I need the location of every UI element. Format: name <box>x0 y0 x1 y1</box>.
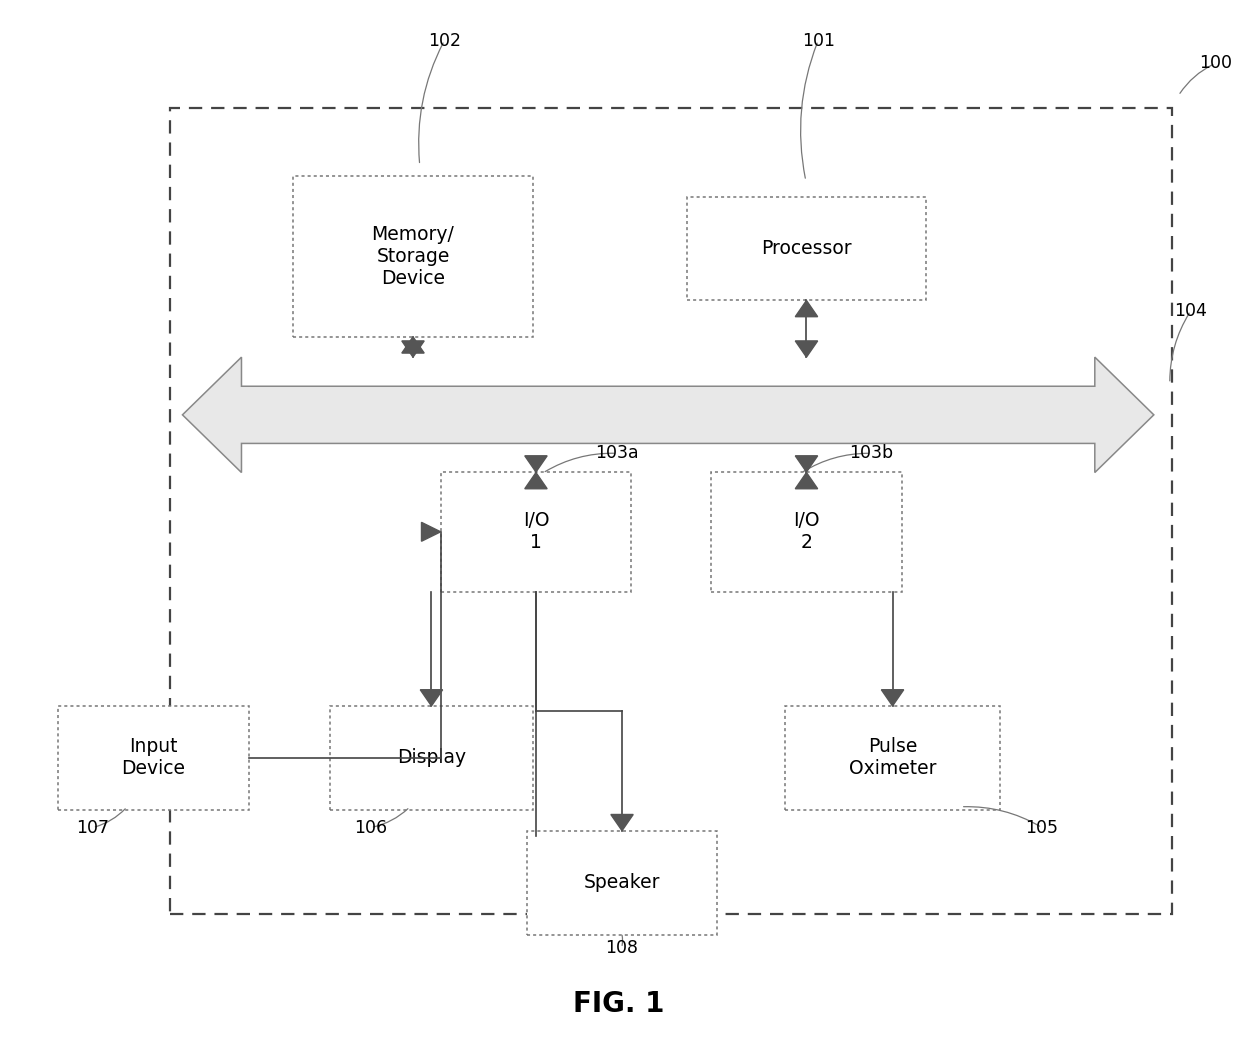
Text: Speaker: Speaker <box>584 873 660 892</box>
Text: 100: 100 <box>1199 54 1231 72</box>
Polygon shape <box>795 473 817 488</box>
Text: 107: 107 <box>76 818 109 836</box>
Polygon shape <box>882 690 904 706</box>
Text: 106: 106 <box>353 818 387 836</box>
Polygon shape <box>795 341 817 357</box>
Text: I/O
2: I/O 2 <box>794 511 820 552</box>
Polygon shape <box>420 690 443 706</box>
Text: Processor: Processor <box>761 239 852 258</box>
Text: 101: 101 <box>801 31 835 49</box>
Text: 103a: 103a <box>595 444 639 462</box>
Bar <box>58 706 249 810</box>
Text: 108: 108 <box>605 939 637 957</box>
Bar <box>712 472 901 591</box>
Text: Pulse
Oximeter: Pulse Oximeter <box>849 738 936 779</box>
Polygon shape <box>525 456 547 472</box>
Polygon shape <box>422 522 440 541</box>
Text: FIG. 1: FIG. 1 <box>573 990 665 1019</box>
Text: Display: Display <box>397 748 466 767</box>
Text: 104: 104 <box>1174 302 1208 320</box>
Text: Memory/
Storage
Device: Memory/ Storage Device <box>372 224 454 288</box>
Polygon shape <box>611 814 634 831</box>
Text: Input
Device: Input Device <box>122 738 186 779</box>
Bar <box>785 706 1001 810</box>
Bar <box>527 831 717 935</box>
Polygon shape <box>795 456 817 472</box>
Text: 103b: 103b <box>849 444 893 462</box>
Text: 105: 105 <box>1025 818 1059 836</box>
Text: I/O
1: I/O 1 <box>523 511 549 552</box>
Polygon shape <box>795 301 817 316</box>
Bar <box>440 472 631 591</box>
Polygon shape <box>525 473 547 488</box>
Bar <box>330 706 533 810</box>
Polygon shape <box>402 336 424 353</box>
Polygon shape <box>402 341 424 357</box>
Bar <box>687 197 926 301</box>
Bar <box>293 176 533 336</box>
Text: 102: 102 <box>428 31 461 49</box>
Bar <box>170 108 1172 914</box>
Polygon shape <box>182 357 1154 473</box>
